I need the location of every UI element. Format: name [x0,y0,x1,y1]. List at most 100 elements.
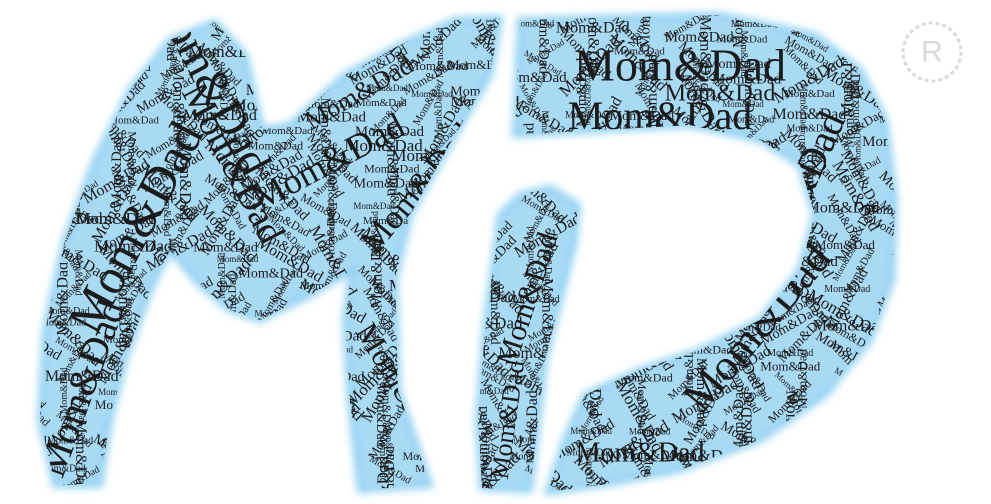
word-mom-dad: Mom&Dad [806,200,880,217]
word-mom-dad: Mom&Dad [240,0,309,45]
word-mom-dad: Mom&Dad [906,51,920,106]
word-mom-dad: Mom&Dad [697,219,712,279]
word-mom-dad: Mom&Dad [672,253,724,325]
word-mom-dad: Mom&Dad [882,417,922,472]
word-mom-dad: Mom&Dad [659,3,719,18]
word-mom-dad: Mom&Dad [556,20,630,37]
word-mom-dad: Mom&Dad [40,38,101,99]
word-mom-dad: Mom&Dad [217,362,236,441]
word-mom-dad: Mom&Dad [53,136,90,173]
word-mom-dad: Mom&Dad [369,235,386,309]
word-mom-dad: Mom&Dad [874,461,914,501]
word-mom-dad: Mom&Dad [536,5,552,75]
word-mom-dad: Mom&Dad [618,155,661,215]
word-mom-dad: Mom&Dad [53,66,94,96]
word-mom-dad: Mom&Dad [652,147,722,163]
word-mom-dad: Mom&Dad [559,175,610,187]
word-mom-dad: Mom&Dad [670,212,725,252]
word-mom-dad: Mom&Dad [464,210,497,255]
word-mom-dad: Mom&Dad [635,379,649,434]
word-mom-dad: Mom&Dad [213,371,246,416]
word-mom-dad: Mom&Dad [573,213,633,256]
word-mom-dad: Mom&Dad [741,461,756,504]
word-mom-dad: Mom&Dad [867,425,945,481]
word-mom-dad: Mom&Dad [200,359,265,374]
word-mom-dad: Mom&Dad [116,412,131,477]
word-mom-dad: Mom&Dad [283,452,297,504]
word-mom-dad: Mom&Dad [120,0,132,39]
word-mom-dad: Mom&Dad [318,98,333,163]
word-mom-dad: Mom&Dad [158,436,207,504]
word-mom-dad: Mom&Dad [760,358,820,373]
word-mom-dad: Mom&Dad [406,251,461,265]
word-mom-dad: Mom&Dad [629,426,671,436]
center-stroke-shape [474,184,582,494]
word-mom-dad: Mom&Dad [266,434,276,476]
word-mom-dad: Mom&Dad [0,279,38,351]
word-mom-dad: Mom&Dad [13,94,30,168]
word-mom-dad: Mom&Dad [0,289,53,304]
word-mom-dad: Mom&Dad [59,368,70,414]
word-mom-dad: Mom&Dad [394,314,463,383]
word-mom-dad: Mom&Dad [174,111,185,157]
word-mom-dad: Mom&Dad [11,205,48,242]
word-mom-dad: Mom&Dad [259,375,302,435]
word-mom-dad: Mom&Dad [730,0,746,48]
word-mom-dad: Mom&Dad [462,159,495,204]
word-mom-dad: Mom&Dad [108,114,159,126]
word-mom-dad: Mom&Dad [559,157,638,176]
word-mom-dad: Mom&Dad [584,3,601,77]
word-mom-dad: Mom&Dad [191,456,247,504]
word-mom-dad: Mom&Dad [261,407,316,447]
word-mom-dad: Mom&Dad [712,72,782,88]
word-mom-dad: Mom&Dad [810,403,888,459]
word-mom-dad: Mom&Dad [109,137,125,207]
word-mom-dad: Mom&Dad [455,152,520,167]
word-mom-dad: Mom&Dad [575,437,704,468]
word-mom-dad: Mom&Dad [115,274,132,348]
word-mom-dad: Mom&Dad [539,278,556,352]
word-mom-dad: Mom&Dad [193,240,258,255]
word-mom-dad: Mom&Dad [387,167,402,227]
word-mom-dad: Mom&Dad [824,284,870,295]
word-mom-dad: Mom&Dad [689,265,704,330]
word-mom-dad: Mom&Dad [853,123,863,165]
word-mom-dad: Mom&Dad [250,345,310,360]
word-mom-dad: Mom&Dad [402,449,457,463]
word-mom-dad: Mom&Dad [383,122,400,196]
word-mom-dad: Mom&Dad [374,456,393,504]
word-mom-dad: Mom&Dad [348,0,416,38]
word-mom-dad: Mom&Dad [847,6,857,48]
word-mom-dad: Mom&Dad [59,47,101,57]
word-mom-dad: Mom&Dad [891,330,908,404]
word-mom-dad: Mom&Dad [781,489,827,500]
word-mom-dad: Mom&Dad [256,58,316,73]
word-mom-dad: Mom&Dad [671,320,717,331]
word-mom-dad: Mom&Dad [6,23,46,78]
word-mom-dad: Mom&Dad [382,446,398,504]
word-mom-dad: Mom&Dad [401,301,470,370]
word-mom-dad: Mom&Dad [829,435,884,475]
word-mom-dad: Mom&Dad [767,348,813,359]
word-mom-dad: Mom&Dad [886,412,941,452]
word-mom-dad: Mom&Dad [781,433,798,504]
word-mom-dad: Mom&Dad [3,286,22,365]
word-mom-dad: Mom&Dad [567,266,632,281]
word-mom-dad: Mom&Dad [584,447,595,493]
word-mom-dad: Mom&Dad [430,385,445,445]
word-mom-dad: Mom&Dad [300,370,365,385]
letter-d-shape [511,11,899,496]
word-mom-dad: Mom&Dad [199,425,249,461]
word-mom-dad: Mom&Dad [52,0,89,32]
word-mom-dad: Mom&Dad [419,290,452,335]
word-mom-dad: Mom&Dad [683,153,698,218]
word-mom-dad: Mom&Dad [621,199,686,214]
word-mom-dad: Mom&Dad [779,436,829,472]
word-mom-dad: Mom&Dad [0,47,34,107]
word-mom-dad: Mom&Dad [262,125,313,137]
word-mom-dad: Mom&Dad [305,6,357,78]
word-mom-dad: Mom&Dad [873,362,929,418]
word-mom-dad: Mom&Dad [731,19,777,30]
word-mom-dad: Mom&Dad [108,443,120,494]
